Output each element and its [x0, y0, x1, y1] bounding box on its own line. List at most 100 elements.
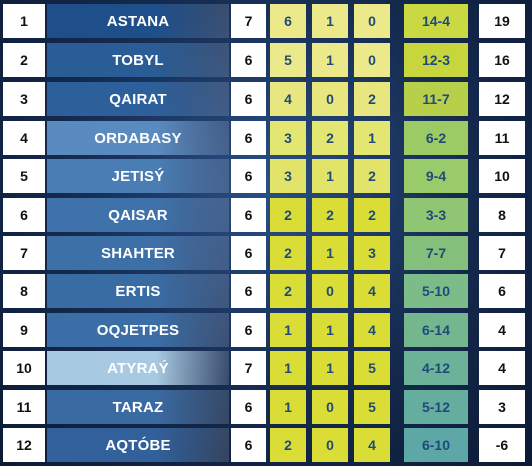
losses-cell: 2	[354, 159, 390, 193]
team-name-cell: QAIRAT	[47, 82, 229, 116]
points-cell: 6	[479, 274, 525, 308]
goals-cell: 6-2	[404, 121, 468, 155]
losses-cell: 3	[354, 236, 390, 270]
played-cell: 6	[231, 198, 266, 232]
team-name-cell: SHAHTER	[47, 236, 229, 270]
points-cell: 11	[479, 121, 525, 155]
wins-cell: 2	[270, 198, 306, 232]
goals-cell: 3-3	[404, 198, 468, 232]
played-cell: 6	[231, 274, 266, 308]
played-cell: 6	[231, 390, 266, 424]
wins-cell: 3	[270, 121, 306, 155]
team-name-cell: JETISÝ	[47, 159, 229, 193]
played-cell: 6	[231, 313, 266, 347]
points-cell: -6	[479, 428, 525, 462]
wins-cell: 1	[270, 351, 306, 385]
team-name-cell: QAISAR	[47, 198, 229, 232]
draws-cell: 0	[312, 428, 348, 462]
goals-cell: 6-14	[404, 313, 468, 347]
table-row: 11 TARAZ 6 1 0 5 5-12 3	[0, 390, 532, 424]
goals-cell: 4-12	[404, 351, 468, 385]
goals-cell: 7-7	[404, 236, 468, 270]
team-name-cell: OQJETPES	[47, 313, 229, 347]
points-cell: 4	[479, 313, 525, 347]
losses-cell: 0	[354, 43, 390, 77]
played-cell: 7	[231, 4, 266, 38]
played-cell: 6	[231, 43, 266, 77]
losses-cell: 0	[354, 4, 390, 38]
goals-cell: 11-7	[404, 82, 468, 116]
goals-cell: 14-4	[404, 4, 468, 38]
wins-cell: 1	[270, 313, 306, 347]
table-row: 2 TOBYL 6 5 1 0 12-3 16	[0, 43, 532, 77]
played-cell: 6	[231, 121, 266, 155]
played-cell: 6	[231, 159, 266, 193]
team-name-cell: TARAZ	[47, 390, 229, 424]
draws-cell: 0	[312, 390, 348, 424]
position-cell: 6	[3, 198, 45, 232]
team-name-cell: AQTÓBE	[47, 428, 229, 462]
table-row: 5 JETISÝ 6 3 1 2 9-4 10	[0, 159, 532, 193]
wins-cell: 2	[270, 274, 306, 308]
team-name-cell: ORDABASY	[47, 121, 229, 155]
position-cell: 10	[3, 351, 45, 385]
points-cell: 3	[479, 390, 525, 424]
table-row: 8 ERTIS 6 2 0 4 5-10 6	[0, 274, 532, 308]
table-row: 4 ORDABASY 6 3 2 1 6-2 11	[0, 121, 532, 155]
losses-cell: 5	[354, 390, 390, 424]
draws-cell: 2	[312, 198, 348, 232]
draws-cell: 1	[312, 351, 348, 385]
losses-cell: 2	[354, 198, 390, 232]
played-cell: 6	[231, 236, 266, 270]
losses-cell: 4	[354, 274, 390, 308]
goals-cell: 9-4	[404, 159, 468, 193]
position-cell: 2	[3, 43, 45, 77]
draws-cell: 0	[312, 82, 348, 116]
team-name-cell: ERTIS	[47, 274, 229, 308]
table-row: 9 OQJETPES 6 1 1 4 6-14 4	[0, 313, 532, 347]
wins-cell: 5	[270, 43, 306, 77]
wins-cell: 2	[270, 236, 306, 270]
position-cell: 7	[3, 236, 45, 270]
goals-cell: 6-10	[404, 428, 468, 462]
points-cell: 19	[479, 4, 525, 38]
goals-cell: 12-3	[404, 43, 468, 77]
points-cell: 16	[479, 43, 525, 77]
points-cell: 10	[479, 159, 525, 193]
table-row: 10 ATYRAÝ 7 1 1 5 4-12 4	[0, 351, 532, 385]
losses-cell: 2	[354, 82, 390, 116]
goals-cell: 5-10	[404, 274, 468, 308]
team-name-cell: TOBYL	[47, 43, 229, 77]
position-cell: 1	[3, 4, 45, 38]
draws-cell: 1	[312, 43, 348, 77]
wins-cell: 4	[270, 82, 306, 116]
draws-cell: 1	[312, 4, 348, 38]
team-name-cell: ATYRAÝ	[47, 351, 229, 385]
wins-cell: 6	[270, 4, 306, 38]
table-row: 1 ASTANA 7 6 1 0 14-4 19	[0, 4, 532, 38]
table-row: 6 QAISAR 6 2 2 2 3-3 8	[0, 198, 532, 232]
losses-cell: 5	[354, 351, 390, 385]
position-cell: 8	[3, 274, 45, 308]
played-cell: 6	[231, 82, 266, 116]
wins-cell: 3	[270, 159, 306, 193]
points-cell: 4	[479, 351, 525, 385]
losses-cell: 4	[354, 428, 390, 462]
draws-cell: 1	[312, 159, 348, 193]
losses-cell: 1	[354, 121, 390, 155]
position-cell: 5	[3, 159, 45, 193]
played-cell: 7	[231, 351, 266, 385]
position-cell: 4	[3, 121, 45, 155]
played-cell: 6	[231, 428, 266, 462]
table-row: 7 SHAHTER 6 2 1 3 7-7 7	[0, 236, 532, 270]
goals-cell: 5-12	[404, 390, 468, 424]
draws-cell: 0	[312, 274, 348, 308]
draws-cell: 2	[312, 121, 348, 155]
table-row: 3 QAIRAT 6 4 0 2 11-7 12	[0, 82, 532, 116]
losses-cell: 4	[354, 313, 390, 347]
position-cell: 9	[3, 313, 45, 347]
wins-cell: 1	[270, 390, 306, 424]
points-cell: 12	[479, 82, 525, 116]
draws-cell: 1	[312, 236, 348, 270]
